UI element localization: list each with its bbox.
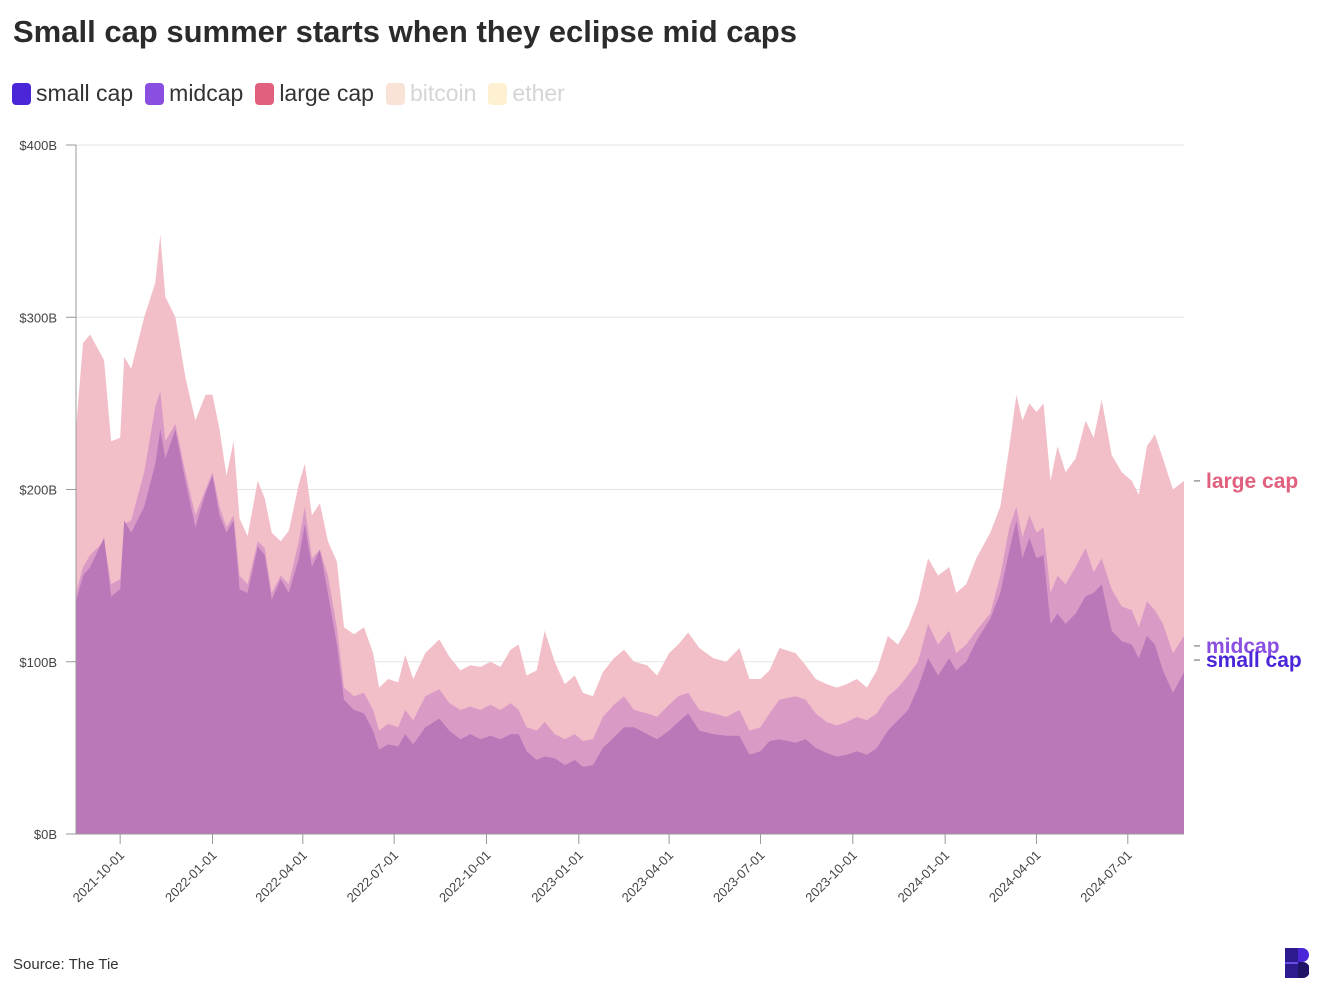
end-label-midcap: midcap <box>1206 635 1280 658</box>
legend-label-midcap: midcap <box>169 80 244 106</box>
legend-label-small-cap: small cap <box>36 80 134 106</box>
legend-item-large-cap[interactable]: large cap <box>255 80 374 107</box>
x-tick-label: 2024-04-01 <box>986 848 1044 906</box>
x-tick-label: 2023-04-01 <box>619 848 677 906</box>
legend-swatch-small-cap <box>12 82 31 105</box>
end-label-large-cap: large cap <box>1206 470 1298 493</box>
y-tick-label: $100B <box>19 655 57 670</box>
legend-label-ether: ether <box>512 80 565 106</box>
legend-label-bitcoin: bitcoin <box>409 80 477 106</box>
legend-item-small-cap[interactable]: small cap <box>12 80 133 107</box>
legend-item-midcap[interactable]: midcap <box>145 80 243 107</box>
legend-label-large-cap: large cap <box>279 80 374 106</box>
area-small-cap <box>76 429 1184 834</box>
x-tick-label: 2024-01-01 <box>895 848 953 906</box>
legend: small cap midcap large cap bitcoin ether <box>12 80 577 107</box>
legend-swatch-bitcoin <box>385 82 405 105</box>
source-note: Source: The Tie <box>13 956 119 973</box>
end-label-small-cap: small cap <box>1206 649 1302 672</box>
x-tick-label: 2023-01-01 <box>528 848 586 906</box>
y-tick-label: $300B <box>19 310 57 325</box>
y-tick-label: $0B <box>34 827 57 842</box>
x-tick-label: 2024-07-01 <box>1077 848 1135 906</box>
block-b-logo-icon <box>1285 948 1309 978</box>
y-tick-label: $200B <box>19 483 57 498</box>
legend-swatch-midcap <box>145 82 165 105</box>
x-tick-label: 2023-10-01 <box>802 848 860 906</box>
x-tick-label: 2023-07-01 <box>710 848 768 906</box>
legend-item-ether[interactable]: ether <box>488 80 565 107</box>
y-tick-label: $400B <box>19 138 57 153</box>
legend-swatch-ether <box>488 82 508 105</box>
x-tick-label: 2022-01-01 <box>162 848 220 906</box>
legend-item-bitcoin[interactable]: bitcoin <box>385 80 477 107</box>
x-tick-label: 2022-10-01 <box>436 848 494 906</box>
x-tick-label: 2022-04-01 <box>252 848 310 906</box>
chart-title: Small cap summer starts when they eclips… <box>13 14 797 49</box>
legend-swatch-large-cap <box>255 82 275 105</box>
x-tick-label: 2022-07-01 <box>344 848 402 906</box>
x-tick-label: 2021-10-01 <box>70 848 128 906</box>
